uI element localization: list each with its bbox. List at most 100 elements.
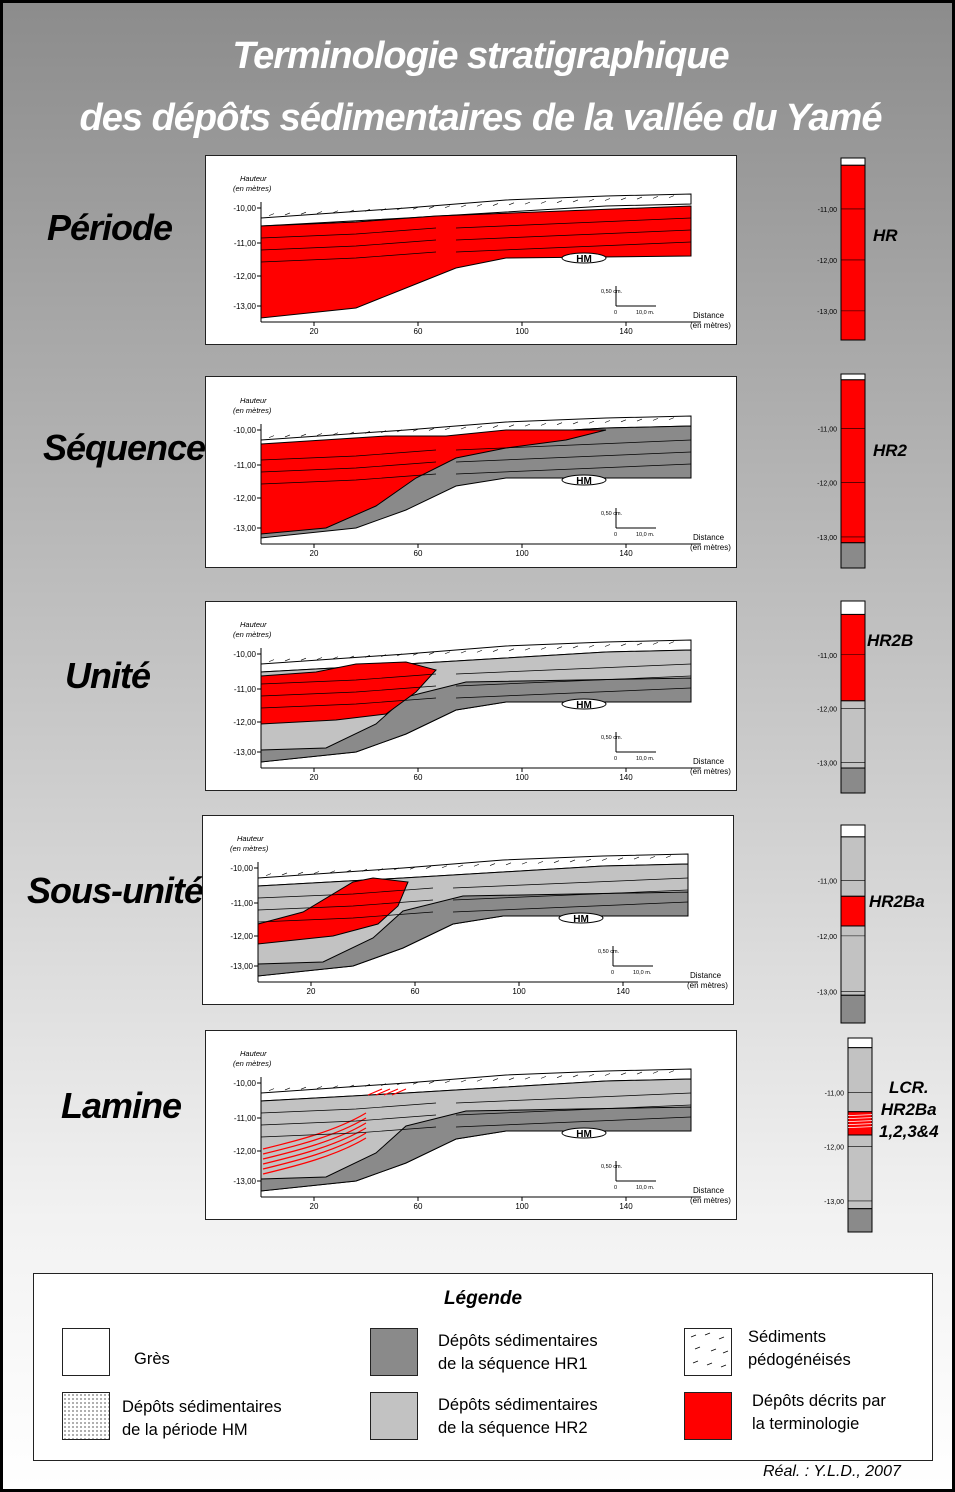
pedogenic-dash [348,431,355,435]
y-axis-title: Hauteur [237,834,264,843]
x-tick-label: 60 [414,327,423,336]
bedding-line [260,239,437,251]
red-lamina [262,1117,367,1155]
pedogenic-dash [540,1076,547,1079]
column-tick-label: -11,00 [818,878,837,885]
pedogenic-dash [718,1336,725,1340]
y-axis-title: Hauteur [240,174,267,183]
pedogenic-dash [710,1348,717,1352]
scale-h-label: 10,0 m. [636,310,655,316]
legend-label-line: la terminologie [752,1415,860,1433]
bedding-line [260,1114,437,1126]
x-axis-title: Distance [690,971,722,980]
pedogenic-dash [521,861,528,865]
bedding-line [452,901,689,913]
pedogenic-dash [636,418,643,422]
bedding-line [455,663,692,675]
scale-v-label: 0,50 cm. [601,735,623,741]
pedogenic-dash [572,421,579,425]
pedogenic-dash [300,211,307,215]
pedogenic-dash [508,648,515,652]
pedogenic-dash [556,1075,563,1078]
column-tick-label: -11,00 [825,1090,844,1097]
y-tick-label: -11,00 [234,1114,257,1123]
pedogenic-dash [300,657,307,661]
pedogenic-dash [556,422,563,425]
pedogenic-dash [444,205,451,208]
pedogenic-dash [364,655,371,658]
pedogenic-dash [540,201,547,204]
red-lamina [262,1137,367,1175]
pedogenic-dash [428,1081,435,1084]
bedding-line [455,675,692,687]
pedogenic-dash [428,206,435,209]
legend-label-line: de la période HM [122,1421,248,1439]
y-tick-label: -12,00 [233,494,256,503]
column-lamina [847,1123,873,1125]
red-lamina [383,1088,399,1096]
bedding-line [455,439,692,451]
x-tick-label: 140 [619,549,633,558]
pedogenic-dash [361,869,368,872]
pedogenic-dash [284,212,291,216]
strat-column-svg: -11,00 -12,00 -13,00 [817,600,866,794]
pedogenic-dash [380,654,387,657]
pedogenic-dash [704,1332,711,1336]
pedogenic-dash [604,644,611,647]
pedogenic-dash [444,427,451,430]
y-axis-title: Hauteur [240,396,267,405]
column-tick-label: -12,00 [824,1145,844,1152]
bedding-line [452,877,689,889]
x-tick-label: 20 [310,549,319,558]
column-layer [840,994,866,1024]
scale-h-label: 10,0 m. [636,756,655,762]
strat-column: -11,00 -12,00 -13,00 [801,823,869,1030]
pedogenic-dash [524,1076,531,1080]
pedogenic-dash [652,196,659,199]
pedogenic-dash [460,1079,467,1083]
bedding-line [260,251,437,263]
pedogenic-dash [348,209,355,213]
scale-h-label: 10,0 m. [636,1185,655,1191]
column-lamina [847,1120,873,1122]
pedogenic-dash [316,433,323,436]
pedogenic-dash [428,428,435,431]
bedding-line [257,899,434,911]
pedogenic-dash [492,425,499,428]
bedding-line [260,227,437,239]
pedogenic-dash [556,200,563,203]
pedogenic-dash [652,642,659,645]
pedogenic-dash [348,1084,355,1088]
cross-section-panel: HM Hauteur (en mètres) -10,00 -11,00 -12,00 -1… [205,155,737,345]
pedogenic-dash [620,197,627,201]
column-label: HR2Ba [869,892,925,911]
pedogenic-dash [492,649,499,652]
x-axis-title: Distance [693,533,725,542]
pedogenic-dash [690,1334,697,1338]
pedogenic-dash [316,211,323,214]
bedding-line [455,1092,692,1104]
bedding-line [455,1116,692,1128]
scale-v-label: 0,50 cm. [601,1164,623,1170]
column-layer [840,767,866,794]
strat-column-svg: -11,00 -12,00 -13,00 [817,157,866,341]
column-layer [840,824,866,838]
pedogenic-dash [425,866,432,869]
column-layer [840,700,866,769]
level-name: Lamine [61,1085,182,1126]
column-lamina [847,1114,873,1116]
legend-label-line: Dépôts sédimentaires [122,1398,282,1416]
scale-v-label: 0,50 cm. [601,289,623,295]
pedogenic-dash [409,866,416,870]
x-tick-label: 60 [414,773,423,782]
column-layer [840,600,866,615]
scale-zero-label: 0 [614,1185,617,1191]
pedogenic-dash [476,1079,483,1082]
x-tick-label: 140 [616,987,630,996]
hm-lens [558,912,604,924]
x-tick-label: 140 [619,1202,633,1211]
pedogenic-dash [377,868,384,871]
pedogenic-dash [572,199,579,203]
pedogenic-dash [524,423,531,427]
pedogenic-dash [332,210,339,214]
